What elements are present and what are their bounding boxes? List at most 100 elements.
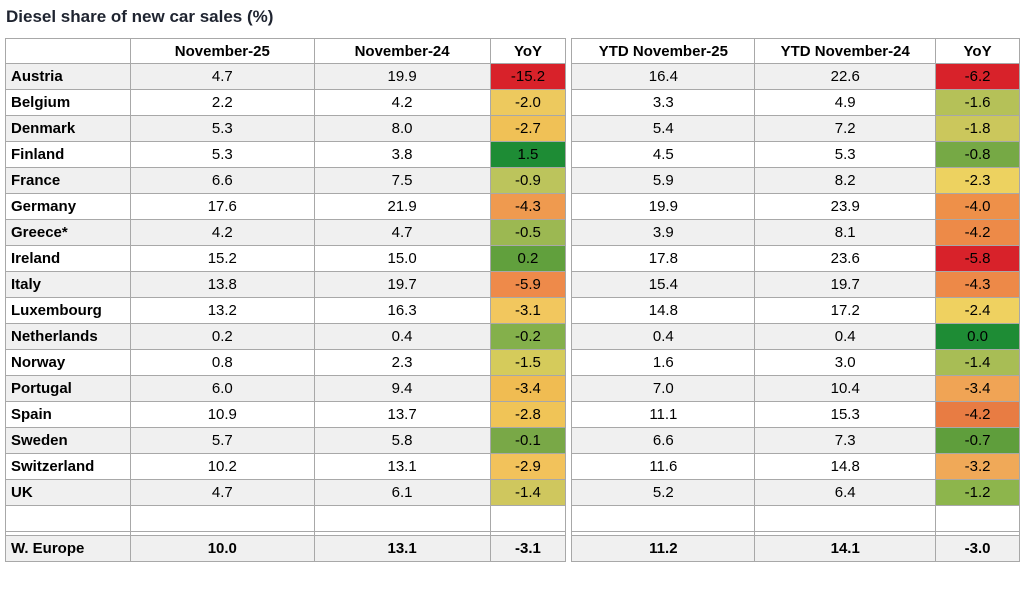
yoy-month-cell: -3.1	[489, 535, 567, 562]
header-cell-nov25: November-25	[129, 38, 315, 64]
value-cell-nov25: 0.2	[129, 323, 315, 350]
value-cell-ytd25: 5.9	[571, 167, 756, 194]
total-divider	[571, 531, 1020, 536]
value-cell-nov24: 13.1	[313, 453, 491, 480]
country-cell: Sweden	[5, 427, 131, 454]
yoy-month-cell: -0.9	[489, 167, 567, 194]
yoy-ytd-cell	[935, 505, 1020, 532]
value-cell-nov25: 5.7	[129, 427, 315, 454]
table-row: UK 4.7 6.1 -1.4	[5, 479, 567, 506]
yoy-ytd-cell: -4.0	[935, 193, 1020, 220]
value-cell-nov24: 5.8	[313, 427, 491, 454]
table-row: Belgium 2.2 4.2 -2.0	[5, 89, 567, 116]
table-row: Austria 4.7 19.9 -15.2	[5, 63, 567, 90]
table-row: Switzerland 10.2 13.1 -2.9	[5, 453, 567, 480]
value-cell-ytd24: 14.1	[754, 535, 937, 562]
header-row: YTD November-25 YTD November-24 YoY	[571, 38, 1020, 64]
value-cell-nov24: 9.4	[313, 375, 491, 402]
yoy-ytd-cell: -3.0	[935, 535, 1020, 562]
table-row: Greece* 4.2 4.7 -0.5	[5, 219, 567, 246]
value-cell-ytd25: 7.0	[571, 375, 756, 402]
value-cell-ytd24: 7.2	[754, 115, 937, 142]
value-cell-ytd24: 23.6	[754, 245, 937, 272]
value-cell-nov24: 19.9	[313, 63, 491, 90]
country-cell: Luxembourg	[5, 297, 131, 324]
yoy-ytd-cell: -6.2	[935, 63, 1020, 90]
table-row: 11.1 15.3 -4.2	[571, 401, 1020, 428]
value-cell-ytd24: 19.7	[754, 271, 937, 298]
page-title: Diesel share of new car sales (%)	[6, 7, 274, 26]
country-cell: Switzerland	[5, 453, 131, 480]
yoy-ytd-cell: -0.8	[935, 141, 1020, 168]
table-row: Sweden 5.7 5.8 -0.1	[5, 427, 567, 454]
value-cell-ytd25: 17.8	[571, 245, 756, 272]
yoy-ytd-cell: -4.2	[935, 401, 1020, 428]
value-cell-ytd24: 22.6	[754, 63, 937, 90]
value-cell-ytd24: 15.3	[754, 401, 937, 428]
yoy-ytd-cell: -1.4	[935, 349, 1020, 376]
country-cell: Italy	[5, 271, 131, 298]
yoy-ytd-cell: -3.2	[935, 453, 1020, 480]
yoy-month-cell: -2.7	[489, 115, 567, 142]
value-cell-ytd25: 5.2	[571, 479, 756, 506]
value-cell-nov25: 10.0	[129, 535, 315, 562]
value-cell-ytd25	[571, 505, 756, 532]
country-cell: Spain	[5, 401, 131, 428]
value-cell-ytd25: 11.2	[571, 535, 756, 562]
value-cell-ytd25: 3.3	[571, 89, 756, 116]
value-cell-nov24: 4.2	[313, 89, 491, 116]
country-cell: Finland	[5, 141, 131, 168]
table-row: Netherlands 0.2 0.4 -0.2	[5, 323, 567, 350]
country-cell: Portugal	[5, 375, 131, 402]
yoy-month-cell: -2.0	[489, 89, 567, 116]
table-row: 15.4 19.7 -4.3	[571, 271, 1020, 298]
table-row: Italy 13.8 19.7 -5.9	[5, 271, 567, 298]
table-row: 5.4 7.2 -1.8	[571, 115, 1020, 142]
diesel-share-table: November-25 November-24 YoY Austria 4.7 19…	[5, 38, 1020, 562]
value-cell-ytd25: 15.4	[571, 271, 756, 298]
table-row: Finland 5.3 3.8 1.5	[5, 141, 567, 168]
table-row: Germany 17.6 21.9 -4.3	[5, 193, 567, 220]
value-cell-ytd25: 19.9	[571, 193, 756, 220]
value-cell-nov25: 0.8	[129, 349, 315, 376]
yoy-ytd-cell: -1.8	[935, 115, 1020, 142]
yoy-ytd-cell: -5.8	[935, 245, 1020, 272]
value-cell-ytd25: 11.6	[571, 453, 756, 480]
yoy-month-cell: 0.2	[489, 245, 567, 272]
value-cell-nov25	[129, 505, 315, 532]
header-cell-ytd25: YTD November-25	[571, 38, 756, 64]
table-row: Norway 0.8 2.3 -1.5	[5, 349, 567, 376]
divider-cell	[5, 531, 131, 536]
value-cell-ytd24: 3.0	[754, 349, 937, 376]
value-cell-nov25: 4.7	[129, 63, 315, 90]
value-cell-nov25: 5.3	[129, 141, 315, 168]
yoy-month-cell: -0.2	[489, 323, 567, 350]
yoy-ytd-cell: 0.0	[935, 323, 1020, 350]
value-cell-nov25: 5.3	[129, 115, 315, 142]
table-row: 16.4 22.6 -6.2	[571, 63, 1020, 90]
value-cell-nov25: 10.2	[129, 453, 315, 480]
country-cell: Greece*	[5, 219, 131, 246]
value-cell-nov25: 4.2	[129, 219, 315, 246]
table-row: Portugal 6.0 9.4 -3.4	[5, 375, 567, 402]
yoy-ytd-cell: -4.3	[935, 271, 1020, 298]
table-row: 11.6 14.8 -3.2	[571, 453, 1020, 480]
value-cell-nov24: 6.1	[313, 479, 491, 506]
value-cell-nov24: 15.0	[313, 245, 491, 272]
divider-cell	[935, 531, 1020, 536]
value-cell-ytd24: 14.8	[754, 453, 937, 480]
table-row: Denmark 5.3 8.0 -2.7	[5, 115, 567, 142]
table-row: 3.9 8.1 -4.2	[571, 219, 1020, 246]
header-cell-ytd24: YTD November-24	[754, 38, 937, 64]
divider-cell	[754, 531, 937, 536]
yoy-month-cell: -2.9	[489, 453, 567, 480]
country-cell: Denmark	[5, 115, 131, 142]
value-cell-ytd24: 8.2	[754, 167, 937, 194]
empty-row	[571, 505, 1020, 532]
country-cell: W. Europe	[5, 535, 131, 562]
table-row: 4.5 5.3 -0.8	[571, 141, 1020, 168]
table-row: 3.3 4.9 -1.6	[571, 89, 1020, 116]
country-cell	[5, 505, 131, 532]
monthly-table: November-25 November-24 YoY Austria 4.7 19…	[5, 38, 567, 562]
value-cell-nov24: 2.3	[313, 349, 491, 376]
